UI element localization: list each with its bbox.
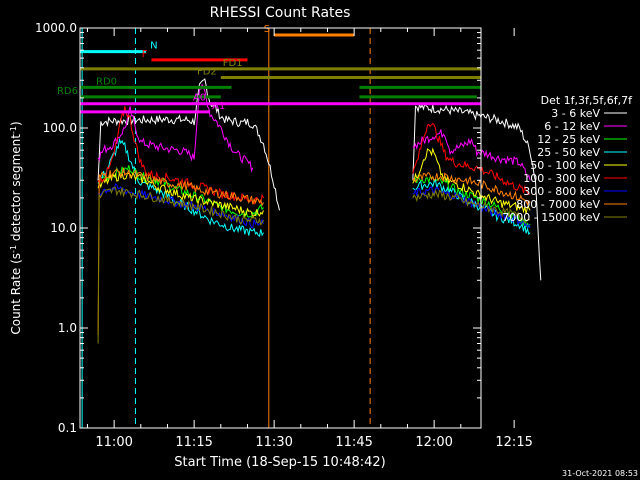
y-axis-ticks: 1000.0 100.0 10.0 1.0 0.1: [35, 21, 481, 435]
series-line-12-25-kev: [97, 165, 264, 219]
series-line-6-12-kev: [97, 83, 254, 173]
x-tick-label: 11:15: [175, 435, 212, 450]
x-axis-ticks: 11:00 11:15 11:30 11:45 12:00 12:15: [86, 28, 533, 450]
x-tick-label: 12:00: [415, 435, 452, 450]
series-lines: [97, 78, 542, 344]
series-line-7000-15000-kev: [97, 186, 264, 344]
flag-label-fd1: FD1: [223, 58, 243, 69]
series-line-800-7000-kev: [97, 167, 264, 336]
flag-bars: N S F FD1 FD2 RD0 RD6 A0 A1: [57, 24, 481, 114]
x-axis-label: Start Time (18-Sep-15 10:48:42): [174, 455, 385, 470]
legend-label-50-100-kev: 50 - 100 keV: [530, 159, 600, 172]
flag-label-n: N: [150, 41, 157, 52]
y-tick-label: 100.0: [43, 121, 77, 135]
legend-label-25-50-kev: 25 - 50 keV: [537, 146, 600, 159]
x-tick-label: 11:45: [335, 435, 372, 450]
legend-title: Det 1f,3f,5f,6f,7f: [541, 94, 634, 107]
flag-label-f: F: [142, 49, 148, 60]
legend-label-800-7000-kev: 800 - 7000 keV: [516, 198, 600, 211]
series-line-100-300-kev: [412, 122, 531, 195]
series-line-3-6-kev: [97, 78, 280, 211]
legend-label-300-800-kev: 300 - 800 keV: [523, 185, 600, 198]
series-line-50-100-kev: [97, 171, 264, 219]
x-tick-label: 12:15: [495, 435, 532, 450]
series-line-300-800-kev: [412, 186, 531, 229]
legend-label-6-12-kev: 6 - 12 keV: [544, 120, 600, 133]
y-tick-label: 0.1: [58, 421, 77, 435]
flag-label-a0: A0: [193, 93, 206, 104]
chart-title: RHESSI Count Rates: [210, 5, 351, 21]
series-line-6-12-kev: [412, 129, 531, 181]
flag-label-s: S: [264, 24, 270, 35]
x-tick-label: 11:30: [255, 435, 292, 450]
y-tick-label: 1000.0: [35, 21, 77, 35]
legend-label-3-6-kev: 3 - 6 keV: [551, 107, 600, 120]
flag-label-fd2: FD2: [197, 66, 217, 77]
legend-label-12-25-kev: 12 - 25 keV: [537, 133, 600, 146]
flag-label-a1: A1: [212, 101, 225, 112]
y-tick-label: 10.0: [50, 221, 77, 235]
x-tick-label: 11:00: [95, 435, 132, 450]
series-line-7000-15000-kev: [412, 189, 531, 223]
flag-label-rd6: RD6: [57, 86, 78, 97]
flag-label-rd0: RD0: [96, 76, 117, 87]
y-tick-label: 1.0: [58, 321, 77, 335]
series-line-800-7000-kev: [412, 172, 531, 207]
y-axis-label: Count Rate (s-1 detector segment-1): [9, 121, 23, 334]
series-line-3-6-kev: [412, 102, 542, 281]
series-line-25-50-kev: [97, 137, 264, 238]
legend-label-7000-15000-kev: 7000 - 15000 keV: [502, 211, 600, 224]
legend-label-100-300-kev: 100 - 300 keV: [523, 172, 600, 185]
timestamp: 31-Oct-2021 08:53: [562, 469, 638, 478]
series-line-50-100-kev: [412, 147, 531, 214]
